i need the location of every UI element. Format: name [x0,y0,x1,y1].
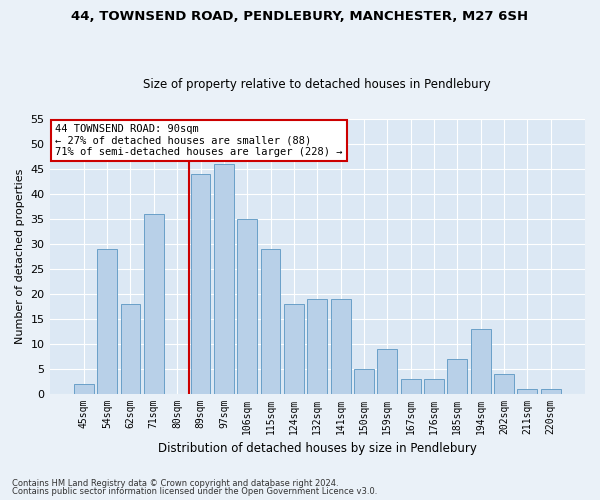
Bar [424,378,444,394]
Y-axis label: Number of detached properties: Number of detached properties [15,168,25,344]
Bar [74,384,94,394]
Bar [494,374,514,394]
Bar [517,388,538,394]
Text: Contains HM Land Registry data © Crown copyright and database right 2024.: Contains HM Land Registry data © Crown c… [12,478,338,488]
Bar [191,174,211,394]
Bar [260,248,280,394]
Bar [284,304,304,394]
Text: 44, TOWNSEND ROAD, PENDLEBURY, MANCHESTER, M27 6SH: 44, TOWNSEND ROAD, PENDLEBURY, MANCHESTE… [71,10,529,23]
Bar [471,328,491,394]
Bar [401,378,421,394]
Bar [144,214,164,394]
Bar [307,298,327,394]
Bar [331,298,350,394]
Bar [377,348,397,394]
Bar [121,304,140,394]
Bar [214,164,234,394]
Bar [448,358,467,394]
Title: Size of property relative to detached houses in Pendlebury: Size of property relative to detached ho… [143,78,491,91]
Bar [541,388,560,394]
Text: 44 TOWNSEND ROAD: 90sqm
← 27% of detached houses are smaller (88)
71% of semi-de: 44 TOWNSEND ROAD: 90sqm ← 27% of detache… [55,124,343,158]
Text: Contains public sector information licensed under the Open Government Licence v3: Contains public sector information licen… [12,488,377,496]
X-axis label: Distribution of detached houses by size in Pendlebury: Distribution of detached houses by size … [158,442,477,455]
Bar [354,368,374,394]
Bar [238,218,257,394]
Bar [97,248,117,394]
